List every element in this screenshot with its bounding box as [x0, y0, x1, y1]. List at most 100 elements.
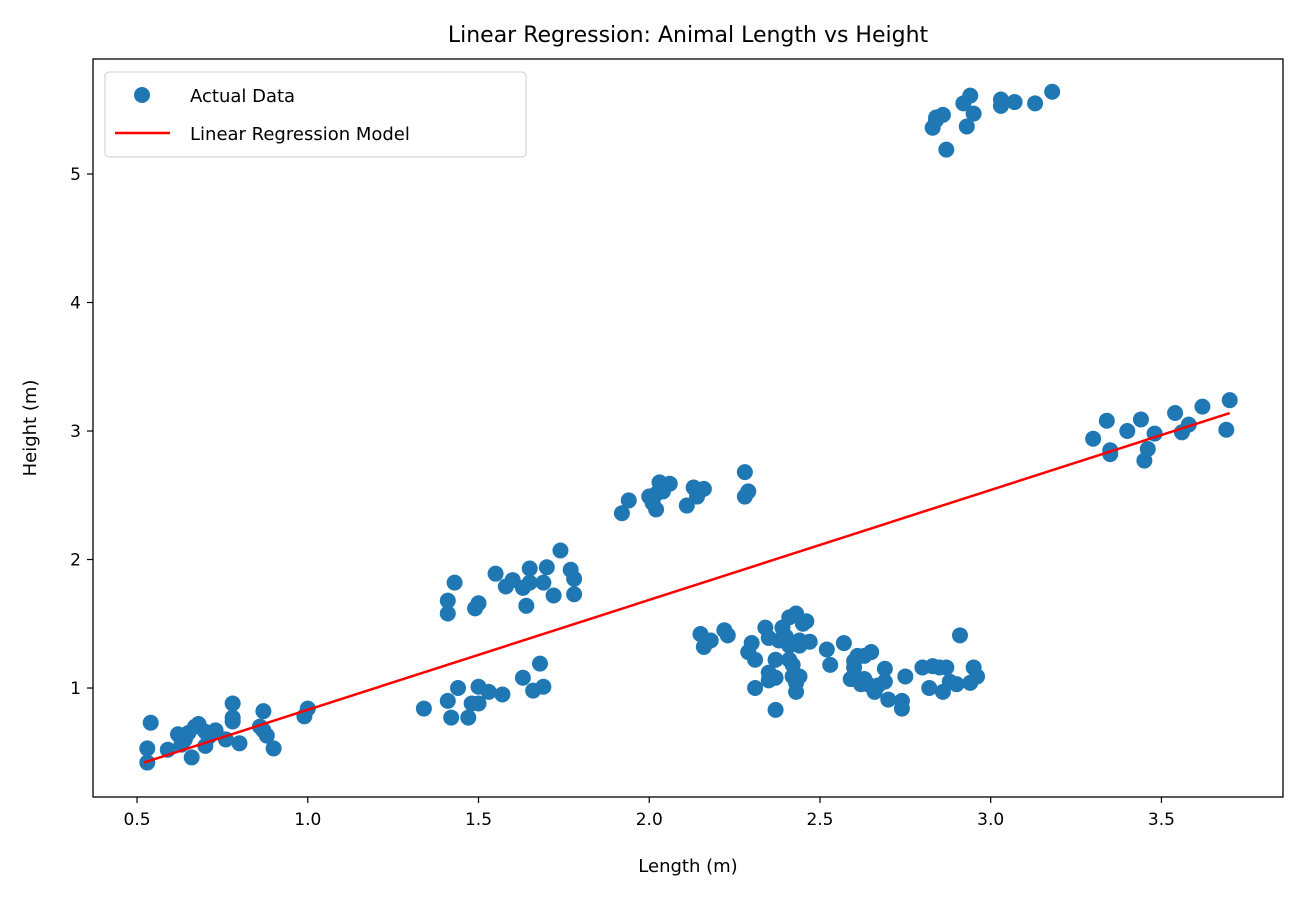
y-tick-label: 3: [70, 422, 81, 442]
legend-box: [104, 71, 527, 158]
data-point: [142, 714, 159, 731]
data-point: [1221, 392, 1238, 409]
data-point: [521, 574, 538, 591]
data-point: [740, 483, 757, 500]
x-tick-label: 1.0: [294, 810, 321, 830]
data-point: [951, 627, 968, 644]
data-point: [958, 118, 975, 135]
data-point: [1027, 95, 1044, 112]
data-point: [224, 709, 241, 726]
data-point: [439, 692, 456, 709]
legend-label-regression-line: Linear Regression Model: [190, 124, 410, 145]
chart-title: Linear Regression: Animal Length vs Heig…: [448, 23, 929, 48]
data-point: [1218, 421, 1235, 438]
data-point: [784, 656, 801, 673]
data-point: [948, 676, 965, 693]
data-point: [767, 701, 784, 718]
data-point: [480, 683, 497, 700]
data-point: [897, 668, 914, 685]
data-point: [921, 680, 938, 697]
data-point: [969, 668, 986, 685]
data-point: [566, 586, 583, 603]
data-point: [695, 480, 712, 497]
data-point: [535, 574, 552, 591]
data-point: [876, 673, 893, 690]
data-point: [835, 635, 852, 652]
data-point: [818, 641, 835, 658]
data-point: [661, 475, 678, 492]
data-point: [460, 709, 477, 726]
data-point: [880, 691, 897, 708]
data-point: [767, 669, 784, 686]
data-point: [139, 740, 156, 757]
data-point: [863, 644, 880, 661]
data-point: [439, 605, 456, 622]
data-point: [743, 635, 760, 652]
y-tick-label: 2: [70, 551, 81, 571]
x-tick-label: 3.0: [977, 810, 1004, 830]
data-point: [224, 695, 241, 712]
data-point: [992, 91, 1009, 108]
data-point: [965, 105, 982, 122]
data-point: [938, 141, 955, 158]
data-point: [798, 613, 815, 630]
y-tick-label: 5: [70, 165, 81, 185]
y-tick-label: 1: [70, 679, 81, 699]
data-point: [1098, 412, 1115, 429]
data-point: [255, 703, 272, 720]
data-point: [934, 106, 951, 123]
y-tick-label: 4: [70, 294, 81, 314]
data-point: [566, 570, 583, 587]
y-axis-ticks: 1 2 3 4 5: [70, 165, 93, 699]
data-point: [620, 492, 637, 509]
plot-marks: [139, 83, 1238, 771]
data-point: [183, 749, 200, 766]
data-point: [788, 683, 805, 700]
x-tick-label: 1.5: [465, 810, 492, 830]
data-point: [450, 680, 467, 697]
data-point: [470, 595, 487, 612]
data-point: [791, 668, 808, 685]
legend-label-actual-data: Actual Data: [190, 86, 295, 107]
x-axis-label: Length (m): [638, 856, 737, 877]
data-point: [1085, 430, 1102, 447]
legend-marker-actual-data: [134, 87, 150, 103]
data-point: [494, 686, 511, 703]
data-point: [613, 505, 630, 522]
data-point: [962, 87, 979, 104]
data-point: [938, 659, 955, 676]
data-point: [702, 632, 719, 649]
x-tick-label: 2.0: [636, 810, 663, 830]
data-point: [439, 592, 456, 609]
data-point: [1119, 423, 1136, 440]
x-tick-label: 3.5: [1148, 810, 1175, 830]
data-point: [535, 678, 552, 695]
data-point: [538, 559, 555, 576]
legend: Actual Data Linear Regression Model: [104, 71, 527, 158]
data-point: [521, 560, 538, 577]
data-point: [470, 695, 487, 712]
data-point: [1132, 411, 1149, 428]
data-point: [648, 501, 665, 518]
data-point: [893, 700, 910, 717]
data-point: [767, 651, 784, 668]
data-point: [1194, 398, 1211, 415]
regression-line: [143, 411, 1231, 764]
data-point: [415, 700, 432, 717]
plot-frame: [92, 58, 1284, 798]
data-point: [1044, 83, 1061, 100]
data-point: [801, 633, 818, 650]
data-point: [747, 651, 764, 668]
data-point: [231, 735, 248, 752]
data-point: [736, 464, 753, 481]
data-point: [876, 660, 893, 677]
y-axis-label: Height (m): [20, 380, 41, 477]
data-point: [552, 542, 569, 559]
x-tick-label: 2.5: [806, 810, 833, 830]
data-point: [719, 627, 736, 644]
data-point: [1167, 405, 1184, 422]
data-point: [822, 656, 839, 673]
data-point: [531, 655, 548, 672]
data-point: [446, 574, 463, 591]
